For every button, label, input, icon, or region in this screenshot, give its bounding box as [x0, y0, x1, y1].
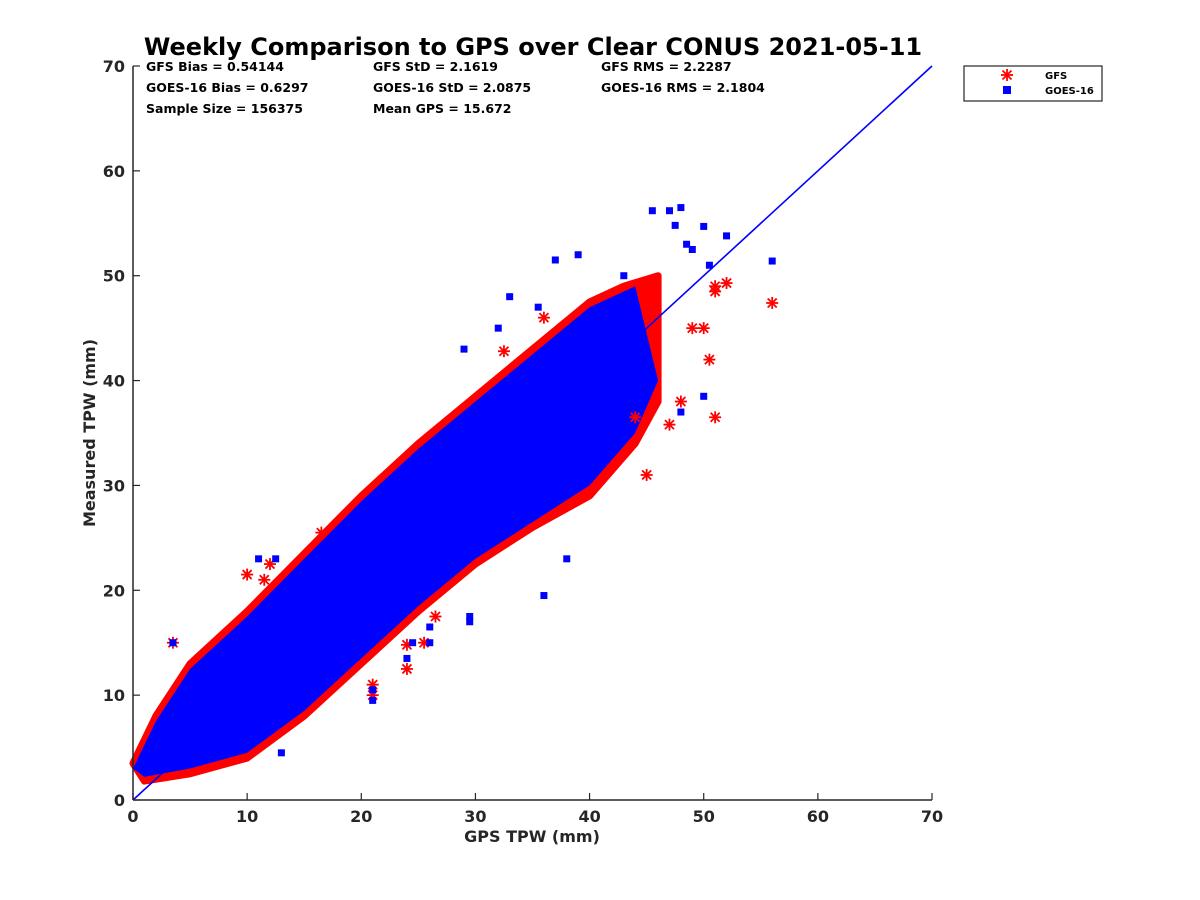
point-goes16	[700, 392, 708, 400]
y-tick-label: 60	[103, 162, 125, 181]
point-goes16	[551, 256, 559, 264]
y-tick-label: 30	[103, 476, 125, 495]
point-goes16	[563, 555, 571, 563]
point-goes16	[426, 623, 434, 631]
point-goes16	[665, 207, 673, 215]
point-goes16	[460, 345, 468, 353]
point-goes16	[683, 240, 691, 248]
point-goes16	[574, 251, 582, 259]
point-gfs	[709, 280, 722, 293]
x-tick-label: 50	[693, 807, 715, 826]
point-gfs	[709, 411, 722, 424]
point-gfs	[720, 277, 733, 290]
legend: GFS GOES-16	[963, 65, 1103, 102]
point-goes16	[723, 232, 731, 240]
point-gfs	[497, 345, 510, 358]
legend-label-goes16: GOES-16	[1045, 86, 1094, 97]
point-goes16	[369, 696, 377, 704]
point-goes16	[648, 207, 656, 215]
point-gfs	[640, 468, 653, 481]
point-gfs	[663, 418, 676, 431]
point-gfs	[697, 322, 710, 335]
legend-marker-gfs	[1001, 69, 1013, 81]
x-tick-label: 40	[578, 807, 600, 826]
point-gfs	[686, 322, 699, 335]
point-goes16	[540, 592, 548, 600]
point-goes16	[272, 555, 280, 563]
point-goes16	[700, 222, 708, 230]
x-tick-label: 30	[464, 807, 486, 826]
point-goes16	[768, 257, 776, 265]
point-goes16	[671, 221, 679, 229]
stat-goes16-bias: GOES-16 Bias = 0.6297	[146, 80, 308, 95]
point-gfs	[629, 411, 642, 424]
y-tick-label: 10	[103, 686, 125, 705]
stat-gfs-bias: GFS Bias = 0.54144	[146, 59, 284, 74]
point-goes16	[620, 272, 628, 280]
point-gfs	[241, 568, 254, 581]
x-tick-label: 0	[127, 807, 138, 826]
y-tick-label: 70	[103, 57, 125, 76]
y-axis-label: Measured TPW (mm)	[80, 339, 99, 527]
point-goes16	[688, 246, 696, 253]
stat-gfs-std: GFS StD = 2.1619	[373, 59, 498, 74]
point-gfs	[315, 526, 328, 539]
y-tick-label: 40	[103, 372, 125, 391]
point-goes16	[277, 749, 285, 757]
x-tick-label: 60	[807, 807, 829, 826]
legend-box	[963, 65, 1103, 102]
x-tick-label: 20	[350, 807, 372, 826]
y-tick-label: 0	[114, 791, 125, 810]
point-gfs	[766, 296, 779, 309]
point-goes16	[169, 639, 177, 647]
point-gfs	[400, 662, 413, 675]
point-goes16	[409, 639, 417, 647]
point-goes16	[466, 613, 474, 620]
x-tick-label: 10	[236, 807, 258, 826]
point-goes16	[534, 303, 542, 311]
y-tick-label: 50	[103, 267, 125, 286]
y-axis-ticks: 0 10 20 30 40 50 60 70	[103, 57, 140, 810]
one-to-one-reference-line	[132, 65, 933, 801]
point-gfs	[674, 395, 687, 408]
point-goes16	[403, 654, 411, 662]
point-gfs	[703, 353, 716, 366]
point-goes16	[677, 204, 685, 212]
legend-label-gfs: GFS	[1045, 71, 1067, 82]
point-goes16	[494, 324, 502, 332]
stat-goes16-rms: GOES-16 RMS = 2.1804	[601, 80, 765, 95]
stat-gfs-rms: GFS RMS = 2.2287	[601, 59, 732, 74]
y-tick-label: 20	[103, 581, 125, 600]
point-goes16	[705, 261, 713, 269]
point-goes16	[255, 555, 263, 563]
point-goes16	[466, 618, 474, 626]
stat-goes16-std: GOES-16 StD = 2.0875	[373, 80, 531, 95]
stats-block: GFS Bias = 0.54144 GFS StD = 2.1619 GFS …	[146, 59, 765, 116]
legend-marker-goes16	[1003, 86, 1011, 94]
x-axis-ticks: 0 10 20 30 40 50 60 70	[127, 793, 943, 826]
point-gfs	[258, 573, 271, 586]
data-points-layer	[166, 204, 779, 757]
point-gfs	[537, 311, 550, 324]
point-goes16	[677, 408, 685, 416]
chart-title: Weekly Comparison to GPS over Clear CONU…	[144, 33, 922, 61]
point-goes16	[643, 392, 651, 400]
x-axis-label: GPS TPW (mm)	[464, 827, 600, 846]
stat-mean-gps: Mean GPS = 15.672	[373, 101, 511, 116]
point-gfs	[429, 610, 442, 623]
point-goes16	[506, 293, 514, 301]
cloud-goes16	[133, 286, 659, 777]
stat-sample-size: Sample Size = 156375	[146, 101, 303, 116]
x-tick-label: 70	[921, 807, 943, 826]
point-goes16	[426, 639, 434, 647]
data-cloud-layer	[129, 272, 662, 785]
point-goes16	[369, 686, 377, 694]
